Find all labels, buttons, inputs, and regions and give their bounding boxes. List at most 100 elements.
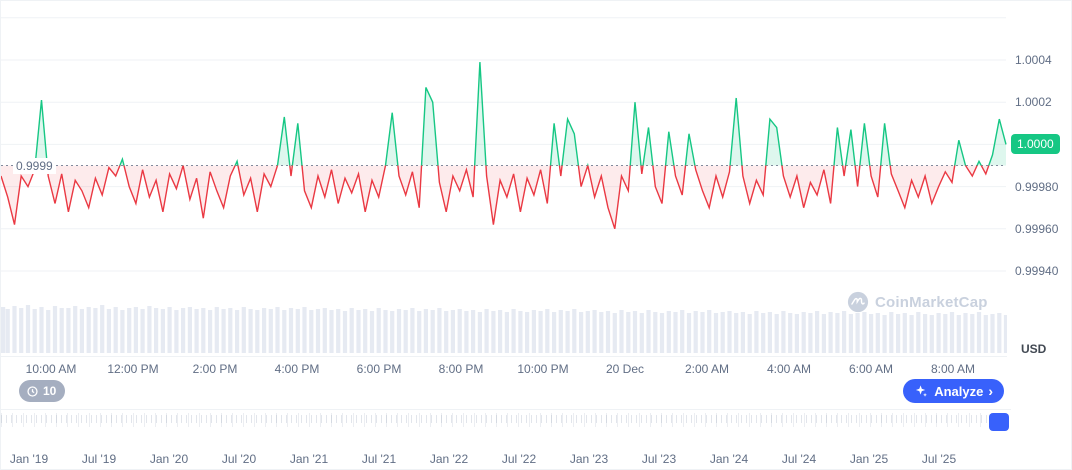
analyze-button[interactable]: Analyze › [903,379,1004,403]
timeline-date-label: Jul '20 [221,452,257,466]
volume-bar [619,310,624,353]
volume-bar [585,311,590,353]
volume-bar [5,309,10,353]
volume-bar [612,313,617,353]
volume-bar [923,314,928,353]
timeline-date-label: Jul '23 [641,452,677,466]
currency-label: USD [1021,342,1047,356]
volume-bar [761,313,766,353]
volume-bar [956,315,961,353]
volume-bar [700,312,705,353]
volume-bar [19,308,24,353]
volume-bar [32,309,37,353]
volume-bar [46,310,51,353]
price-chart-canvas[interactable] [1,1,1007,357]
volume-bar [282,310,287,353]
volume-bar [794,314,799,353]
volume-bar [288,308,294,353]
chart-toolbar: 10 Analyze › [1,379,1072,405]
area-above-baseline [1,62,1006,166]
price-chart[interactable]: 0.9999 CoinMarketCap [1,1,1007,357]
volume-bar [106,309,111,353]
volume-bar [531,310,536,353]
volume-bar [659,313,665,353]
volume-bar [309,310,314,353]
volume-bar [862,312,867,353]
history-count-badge[interactable]: 10 [19,380,66,402]
price-axis[interactable]: 1.0004 1.0002 0.99980 0.99960 0.99940 1.0000… [1007,1,1072,357]
volume-bar [842,311,847,353]
volume-bar [160,309,165,353]
volume-bar [396,309,402,353]
watermark-text: CoinMarketCap [875,293,988,311]
sparkle-icon [914,384,928,398]
volume-bar [686,313,692,353]
volume-bar [73,306,78,353]
volume-bar [855,313,860,353]
current-price-badge: 1.0000 [1011,134,1060,155]
volume-bar [86,307,91,353]
timeline-date-label: Jul '21 [361,452,397,466]
volume-bar [315,309,321,353]
volume-bar [666,311,671,353]
x-axis-tick: 4:00 PM [274,362,320,376]
navigator-handle[interactable] [989,413,1009,431]
timeline-date-label: Jul '25 [921,452,957,466]
volume-bar [781,311,786,353]
volume-bar [491,311,496,353]
volume-bar [875,313,880,353]
volume-bar [808,313,813,353]
volume-bar [363,309,368,353]
x-axis-tick: 6:00 PM [356,362,402,376]
volume-bar [767,312,772,353]
chevron-right-icon: › [988,383,993,399]
x-axis-tick: 12:00 PM [107,362,159,376]
timeline-date-label: Jan '19 [9,452,49,466]
volume-bar [410,308,415,353]
volume-bar [754,311,759,353]
volume-bar [201,308,206,353]
volume-bar [747,314,752,353]
x-axis-tick: 10:00 AM [25,362,77,376]
volume-bar [59,308,64,353]
y-axis-label: 0.99980 [1015,179,1059,194]
volume-bar [423,309,428,353]
volume-bar [181,308,186,353]
volume-bar [39,307,44,353]
time-axis[interactable]: 10:00 AM 12:00 PM 2:00 PM 4:00 PM 6:00 PM 8:0… [1,357,1007,381]
volume-bar [444,311,449,353]
volume-bar [801,312,806,353]
price-line-up [34,62,1007,166]
coinmarketcap-watermark: CoinMarketCap [847,291,988,313]
volume-bar [464,311,469,353]
volume-bar [79,309,84,353]
volume-bar [214,307,219,353]
volume-bar [639,313,644,353]
volume-bar [248,309,253,353]
volume-bar [140,309,145,353]
x-axis-tick: 8:00 PM [438,362,484,376]
y-axis-label: 0.99960 [1015,221,1059,236]
volume-bar [929,315,934,353]
volume-bar [302,307,307,353]
volume-bar [147,306,152,353]
x-axis-tick: 2:00 AM [684,362,730,376]
volume-bar [983,315,988,353]
area-below-baseline [1,165,1006,229]
volume-bar [653,312,658,353]
timeline-date-label: Jul '22 [501,452,537,466]
volume-bar [1,307,6,353]
volume-bar [255,310,260,353]
x-axis-tick: 10:00 PM [517,362,569,376]
volume-bar [100,305,105,353]
volume-bar [990,314,995,353]
volume-bar [154,308,159,353]
volume-bar [552,312,557,353]
volume-bar [295,309,300,353]
volume-bar [936,313,941,353]
timeline-date-label: Jan '22 [429,452,469,466]
volume-bar [976,312,982,353]
x-axis-tick: 2:00 PM [192,362,238,376]
volume-bar [262,308,267,353]
timeline-navigator[interactable] [1,409,1011,448]
